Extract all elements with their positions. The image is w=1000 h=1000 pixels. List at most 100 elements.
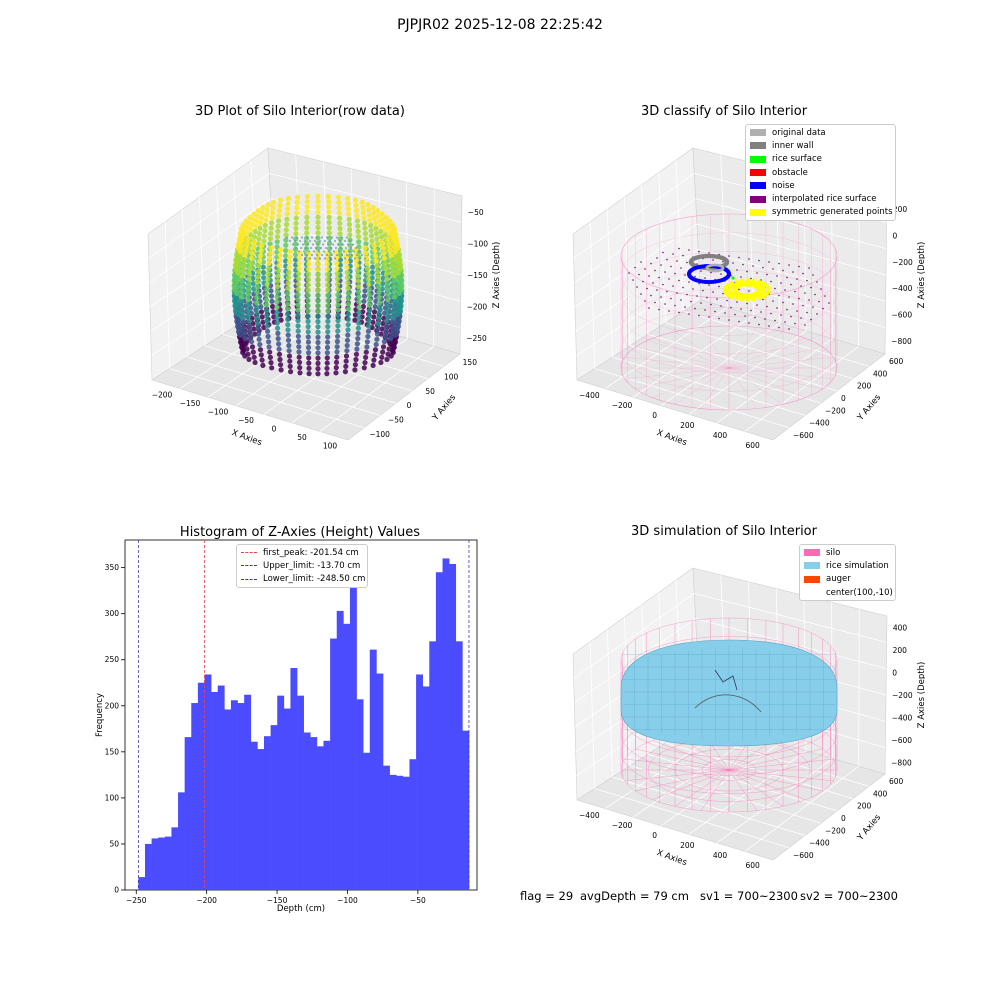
raw-point bbox=[345, 327, 351, 333]
silo-floor-spoke bbox=[728, 346, 823, 369]
interpolated-point bbox=[632, 279, 634, 281]
grid-line bbox=[716, 338, 833, 424]
raw-point bbox=[372, 215, 378, 221]
raw-point bbox=[388, 335, 394, 342]
raw-point bbox=[348, 250, 350, 253]
classify-legend-label: noise bbox=[772, 180, 795, 191]
raw-point bbox=[375, 279, 382, 285]
interpolated-point bbox=[782, 301, 784, 304]
raw-point bbox=[310, 247, 312, 249]
raw-point bbox=[365, 276, 371, 282]
raw-point bbox=[321, 236, 323, 239]
interpolated-point bbox=[770, 280, 772, 283]
raw-point bbox=[321, 254, 323, 256]
interpolated-point bbox=[654, 301, 656, 304]
interpolated-point bbox=[784, 289, 786, 291]
raw-point bbox=[287, 249, 293, 255]
raw-point bbox=[309, 240, 311, 242]
raw-point bbox=[238, 229, 245, 236]
y-tick-label: 300 bbox=[105, 609, 120, 618]
raw-point bbox=[305, 277, 311, 283]
raw-point bbox=[258, 248, 264, 254]
raw-point bbox=[295, 307, 301, 313]
raw-point bbox=[331, 236, 333, 239]
histogram-x-label: Depth (cm) bbox=[277, 904, 325, 914]
raw-point bbox=[385, 286, 391, 293]
interpolated-point bbox=[814, 293, 816, 296]
z-tick-label: −200 bbox=[892, 258, 913, 267]
grid-line bbox=[573, 593, 695, 679]
raw-point bbox=[334, 260, 340, 266]
raw-point bbox=[255, 326, 261, 332]
interpolated-point bbox=[720, 273, 722, 275]
raw-point bbox=[324, 360, 330, 366]
raw-point bbox=[362, 225, 368, 231]
raw-point bbox=[260, 204, 266, 211]
x-tick-label: 400 bbox=[713, 851, 728, 860]
raw-point bbox=[261, 275, 267, 281]
raw-point bbox=[372, 253, 379, 259]
raw-point bbox=[328, 250, 330, 253]
silo-floor-spoke bbox=[728, 367, 806, 398]
interpolated-point bbox=[770, 312, 772, 315]
x-tick-label: −100 bbox=[337, 896, 358, 905]
raw-point bbox=[315, 193, 321, 199]
raw-point bbox=[334, 354, 340, 360]
interpolated-point bbox=[736, 269, 738, 271]
interpolated-point bbox=[650, 294, 652, 297]
raw-point bbox=[355, 325, 361, 331]
x-tick-label: 200 bbox=[680, 841, 695, 850]
interpolated-point bbox=[778, 326, 780, 329]
silo-floor-spoke bbox=[728, 367, 784, 405]
raw-point bbox=[361, 298, 367, 304]
raw-point bbox=[380, 281, 386, 287]
interpolated-point bbox=[754, 316, 756, 319]
raw-point bbox=[247, 328, 253, 334]
raw-point bbox=[325, 324, 331, 330]
raw-point bbox=[360, 303, 366, 310]
x-tick-label: −50 bbox=[238, 416, 254, 425]
raw-point bbox=[366, 313, 372, 319]
histogram-legend: first_peak: -201.54 cm Upper_limit: -13.7… bbox=[236, 544, 368, 588]
raw-point bbox=[362, 288, 368, 294]
raw-point bbox=[260, 269, 267, 276]
sim-legend-label: silo bbox=[826, 547, 841, 558]
interpolated-point bbox=[698, 282, 700, 285]
raw-point bbox=[392, 299, 398, 305]
sim-legend-swatch bbox=[804, 549, 820, 557]
raw-point bbox=[283, 227, 289, 233]
raw-point bbox=[352, 317, 358, 323]
raw-point bbox=[378, 359, 384, 366]
raw-point bbox=[256, 263, 262, 269]
raw-point bbox=[315, 345, 321, 351]
raw-point bbox=[364, 257, 366, 260]
histogram-legend-item: Lower_limit: -248.50 cm bbox=[237, 573, 367, 586]
interpolated-point bbox=[740, 276, 742, 278]
raw-point bbox=[381, 255, 387, 261]
raw-point bbox=[345, 316, 351, 322]
raw-point bbox=[285, 337, 292, 343]
x-tick-label: −250 bbox=[126, 896, 147, 905]
raw-point bbox=[265, 271, 271, 277]
y-axis-label: Y Axies bbox=[855, 812, 883, 843]
raw-point bbox=[392, 249, 398, 255]
raw-point bbox=[283, 242, 289, 248]
auger-shape bbox=[714, 669, 738, 691]
interpolated-point bbox=[682, 286, 684, 289]
raw-point bbox=[294, 194, 301, 200]
raw-point bbox=[345, 285, 351, 291]
classify-legend: original data inner wall rice surface obsta… bbox=[745, 124, 896, 222]
raw-point bbox=[344, 275, 351, 281]
interpolated-point bbox=[678, 311, 680, 314]
raw-point bbox=[375, 321, 381, 327]
raw-point bbox=[356, 315, 362, 321]
histogram-bar bbox=[455, 641, 463, 890]
classify-legend-item: interpolated rice surface bbox=[746, 192, 895, 205]
raw-point bbox=[333, 359, 340, 365]
raw-point bbox=[264, 313, 270, 319]
sim-legend: silo rice simulation auger center(100,-10) bbox=[799, 544, 896, 602]
interpolated-point bbox=[774, 287, 776, 290]
silo-floor-spoke bbox=[728, 367, 834, 380]
raw-point bbox=[251, 211, 257, 217]
histogram-bars bbox=[138, 553, 470, 890]
